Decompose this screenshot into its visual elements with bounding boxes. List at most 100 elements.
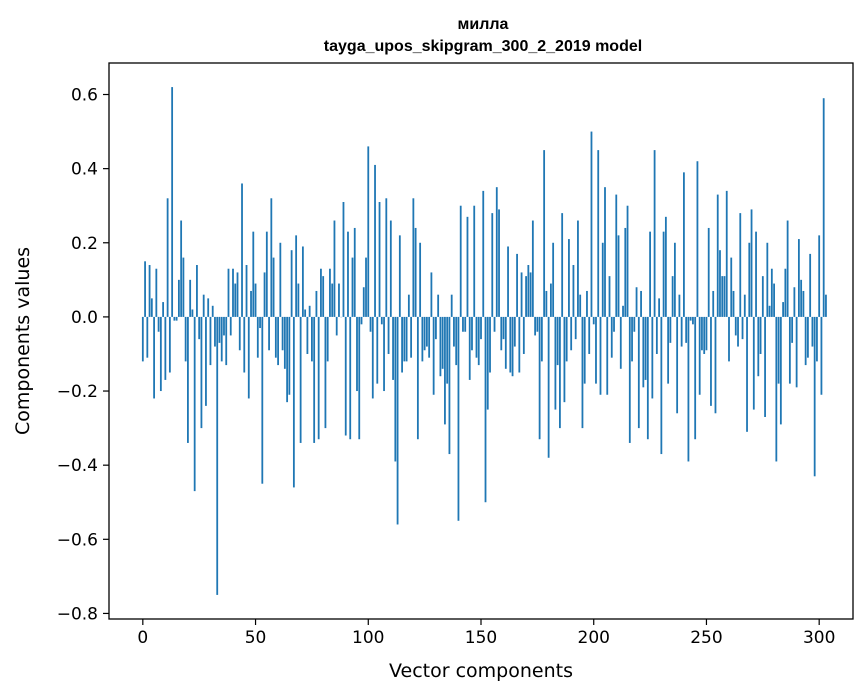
bar-112 bbox=[394, 316, 397, 462]
bar-31 bbox=[211, 305, 214, 317]
bar-61 bbox=[279, 242, 282, 317]
bar-239 bbox=[680, 316, 683, 347]
bar-289 bbox=[793, 287, 796, 317]
bar-91 bbox=[347, 231, 349, 317]
bar-20 bbox=[187, 316, 189, 443]
bar-10 bbox=[164, 316, 167, 380]
bar-183 bbox=[554, 316, 557, 410]
bar-168 bbox=[520, 272, 523, 317]
bar-181 bbox=[549, 283, 552, 317]
bar-47 bbox=[247, 316, 250, 399]
bar-107 bbox=[383, 316, 385, 392]
bar-106 bbox=[380, 316, 383, 325]
bar-278 bbox=[768, 305, 771, 317]
bar-103 bbox=[374, 164, 376, 317]
bar-177 bbox=[540, 316, 543, 362]
bar-180 bbox=[547, 316, 550, 458]
bar-1 bbox=[144, 261, 146, 317]
bar-281 bbox=[775, 316, 778, 462]
bar-202 bbox=[597, 150, 600, 317]
bar-6 bbox=[155, 268, 158, 317]
bar-188 bbox=[565, 316, 568, 362]
bar-164 bbox=[511, 316, 514, 377]
bar-263 bbox=[734, 316, 737, 336]
x-tick-label-2: 100 bbox=[352, 628, 384, 648]
bar-197 bbox=[586, 290, 588, 317]
bar-215 bbox=[626, 205, 629, 317]
y-tick-label-4: 0.0 bbox=[71, 308, 98, 328]
bar-8 bbox=[159, 316, 162, 392]
bar-189 bbox=[568, 239, 570, 317]
bar-166 bbox=[516, 253, 518, 317]
bar-273 bbox=[757, 316, 760, 377]
bar-201 bbox=[595, 316, 597, 384]
bar-265 bbox=[739, 213, 742, 317]
bar-72 bbox=[304, 309, 307, 317]
bar-89 bbox=[342, 202, 345, 317]
bar-29 bbox=[207, 298, 210, 317]
bar-2 bbox=[146, 316, 149, 358]
bar-50 bbox=[254, 283, 257, 317]
bar-49 bbox=[252, 231, 255, 317]
bar-147 bbox=[473, 205, 476, 317]
bar-194 bbox=[579, 294, 582, 317]
bar-277 bbox=[766, 242, 769, 317]
bar-217 bbox=[631, 316, 633, 362]
bar-128 bbox=[430, 272, 433, 317]
bar-148 bbox=[475, 316, 478, 358]
bar-210 bbox=[615, 194, 618, 317]
bar-173 bbox=[531, 220, 534, 317]
bar-160 bbox=[502, 316, 505, 340]
bar-285 bbox=[784, 268, 787, 317]
bar-131 bbox=[437, 294, 440, 317]
bar-143 bbox=[464, 316, 467, 332]
bar-191 bbox=[572, 265, 575, 317]
bar-167 bbox=[518, 316, 521, 373]
bar-21 bbox=[189, 279, 192, 317]
bar-258 bbox=[723, 276, 726, 317]
bar-80 bbox=[322, 276, 325, 317]
bar-74 bbox=[308, 305, 311, 317]
bar-64 bbox=[286, 316, 289, 403]
bar-182 bbox=[552, 242, 555, 317]
bar-15 bbox=[175, 316, 178, 321]
bar-238 bbox=[678, 294, 681, 317]
bar-132 bbox=[439, 316, 442, 377]
x-tick-label-3: 150 bbox=[465, 628, 497, 648]
bar-94 bbox=[353, 227, 356, 317]
x-tick-label-1: 50 bbox=[245, 628, 267, 648]
bar-243 bbox=[689, 316, 692, 321]
y-axis-label: Components values bbox=[12, 247, 34, 435]
bar-300 bbox=[818, 235, 821, 317]
bar-286 bbox=[786, 220, 789, 317]
y-tick-label-0: −0.8 bbox=[57, 604, 98, 624]
bar-274 bbox=[759, 316, 762, 354]
bar-206 bbox=[606, 316, 609, 395]
bar-33 bbox=[216, 316, 219, 595]
bar-122 bbox=[416, 316, 419, 440]
bar-240 bbox=[683, 172, 685, 317]
bar-7 bbox=[157, 316, 160, 332]
bar-87 bbox=[338, 283, 340, 317]
bar-71 bbox=[301, 246, 304, 317]
bar-111 bbox=[392, 316, 394, 380]
bar-59 bbox=[274, 316, 277, 358]
bar-77 bbox=[315, 290, 318, 317]
bar-130 bbox=[435, 316, 437, 340]
bar-82 bbox=[326, 316, 329, 362]
bar-105 bbox=[378, 202, 381, 317]
bar-267 bbox=[743, 294, 746, 317]
bar-134 bbox=[444, 316, 446, 425]
bar-292 bbox=[800, 279, 803, 317]
bar-90 bbox=[344, 316, 347, 436]
bar-4 bbox=[150, 298, 153, 317]
bar-214 bbox=[624, 227, 627, 317]
bar-133 bbox=[441, 316, 444, 369]
bar-212 bbox=[619, 316, 622, 369]
bar-17 bbox=[180, 220, 183, 317]
bar-37 bbox=[225, 316, 228, 366]
bar-125 bbox=[423, 316, 426, 351]
bar-63 bbox=[283, 316, 286, 369]
bar-0 bbox=[141, 316, 144, 362]
bar-275 bbox=[761, 276, 764, 317]
